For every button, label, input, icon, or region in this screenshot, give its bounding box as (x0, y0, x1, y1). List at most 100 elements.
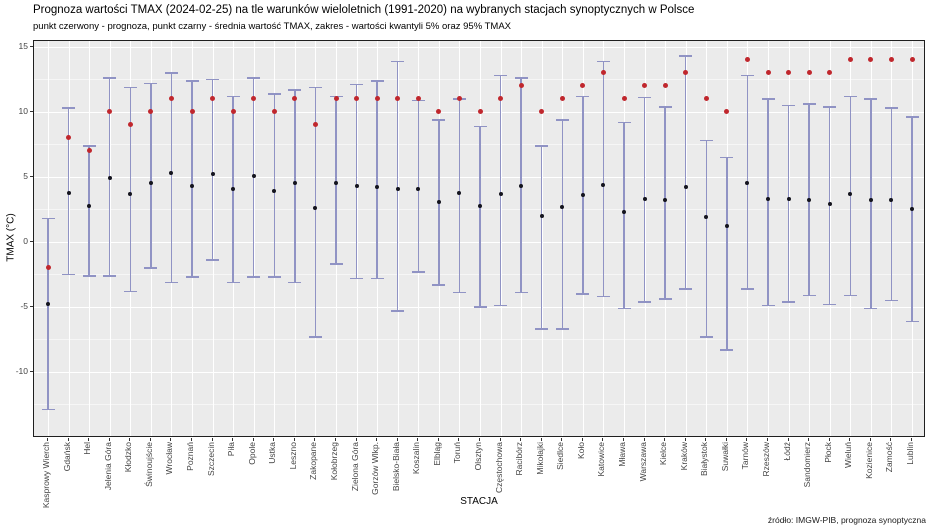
quantile-95-cap (905, 116, 919, 118)
forecast-tmax-point (498, 96, 504, 102)
x-tick-mark (561, 438, 563, 441)
quantile-95-cap (535, 145, 549, 147)
quantile-range-bar (767, 98, 769, 306)
quantile-5-cap (144, 267, 158, 269)
gridline-minor (34, 209, 924, 211)
quantile-95-cap (247, 77, 261, 79)
mean-tmax-point (807, 198, 812, 203)
mean-tmax-point (560, 204, 565, 209)
mean-tmax-point (46, 302, 50, 307)
mean-tmax-point (169, 171, 174, 176)
x-tick-mark (540, 438, 542, 441)
mean-tmax-point (436, 199, 441, 204)
forecast-tmax-point (744, 57, 750, 63)
gridline-major (34, 46, 924, 48)
forecast-tmax-point (415, 96, 421, 102)
quantile-range-bar (458, 98, 461, 293)
x-tick-label-station: Hel (82, 442, 93, 455)
y-tick-mark (30, 240, 33, 242)
forecast-tmax-point (559, 96, 565, 102)
quantile-5-cap (452, 291, 466, 294)
x-tick-label-station: Płock (822, 442, 833, 463)
gridline-minor (34, 144, 924, 146)
quantile-5-cap (247, 276, 261, 278)
forecast-tmax-point (642, 83, 648, 89)
x-tick-mark (581, 438, 583, 441)
quantile-5-cap (782, 301, 796, 303)
x-tick-label-station: Mława (617, 442, 627, 467)
forecast-tmax-point (292, 96, 298, 102)
x-tick-mark (396, 438, 398, 441)
quantile-range-bar (561, 119, 564, 330)
quantile-95-cap (658, 106, 672, 108)
x-tick-label-station: Świnoujście (143, 442, 154, 487)
x-tick-mark (725, 438, 727, 441)
quantile-5-cap (123, 290, 137, 293)
y-tick-mark (30, 370, 33, 372)
x-tick-mark (108, 438, 110, 441)
quantile-95-cap (555, 119, 569, 121)
x-tick-label-station: Tarnów (740, 442, 751, 470)
quantile-range-bar (499, 75, 502, 306)
quantile-5-cap (802, 294, 816, 297)
quantile-95-cap (823, 106, 837, 108)
x-tick-mark (293, 438, 295, 441)
mean-tmax-point (210, 172, 215, 177)
x-tick-mark (746, 438, 748, 441)
mean-tmax-point (272, 189, 277, 194)
quantile-95-cap (41, 217, 55, 220)
forecast-tmax-point (312, 122, 318, 128)
mean-tmax-point (498, 191, 503, 196)
mean-tmax-point (539, 213, 544, 218)
x-tick-label-station: Białystok (699, 442, 710, 477)
forecast-tmax-point (539, 109, 545, 115)
quantile-95-cap (782, 104, 796, 107)
quantile-range-bar (129, 87, 132, 292)
x-tick-label-station: Zakopane (308, 442, 319, 480)
mean-tmax-point (251, 173, 256, 178)
quantile-95-cap (144, 82, 158, 85)
forecast-tmax-point (127, 122, 133, 128)
x-tick-label-station: Bielsko-Biała (390, 442, 401, 492)
x-tick-label-station: Jelenia Góra (102, 442, 113, 491)
quantile-5-cap (514, 291, 528, 294)
mean-tmax-point (642, 197, 647, 202)
x-axis-title: STACJA (460, 496, 498, 507)
forecast-tmax-point (107, 109, 113, 115)
gridline-minor (34, 274, 924, 276)
forecast-tmax-point (168, 96, 174, 102)
mean-tmax-point (292, 181, 297, 186)
quantile-5-cap (206, 259, 220, 261)
quantile-95-cap (432, 119, 446, 121)
mean-tmax-point (827, 202, 832, 207)
mean-tmax-point (601, 182, 606, 187)
quantile-95-cap (576, 95, 590, 98)
mean-tmax-point (416, 186, 421, 191)
x-tick-mark (211, 438, 213, 441)
x-tick-mark (643, 438, 645, 441)
quantile-95-cap (308, 86, 322, 89)
x-tick-label-station: Racibórz (514, 442, 525, 476)
forecast-tmax-point (271, 109, 277, 115)
gridline-minor (34, 339, 924, 341)
forecast-tmax-point (456, 96, 462, 102)
mean-tmax-point (848, 191, 853, 196)
quantile-range-bar (623, 122, 625, 309)
mean-tmax-point (231, 186, 236, 191)
quantile-95-cap (123, 86, 137, 89)
x-tick-label-station: Częstochowa (493, 442, 504, 494)
quantile-range-bar (170, 72, 173, 283)
quantile-5-cap (267, 276, 281, 278)
quantile-95-cap (514, 77, 528, 79)
quantile-95-cap (761, 98, 775, 100)
quantile-95-cap (679, 55, 693, 57)
x-tick-label-station: Ustka (267, 442, 278, 464)
x-tick-mark (520, 438, 522, 441)
x-tick-mark (67, 438, 69, 441)
quantile-95-cap (596, 60, 610, 63)
mean-tmax-point (66, 190, 71, 195)
quantile-95-cap (370, 80, 384, 82)
forecast-tmax-point (230, 109, 236, 115)
chart-subtitle: punkt czerwony - prognoza, punkt czarny … (33, 21, 511, 32)
x-tick-mark (355, 438, 357, 441)
